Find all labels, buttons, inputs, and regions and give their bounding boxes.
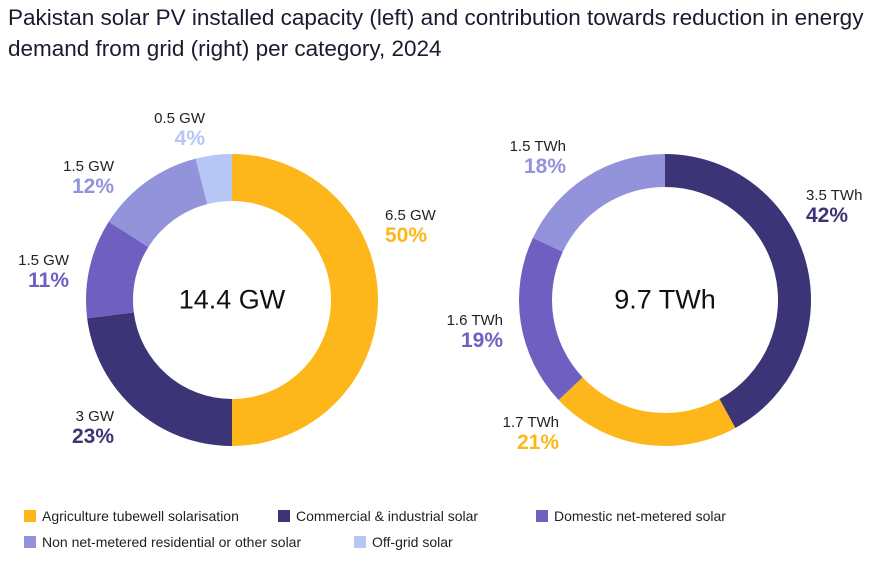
label-left-domestic: 1.5 GW 11%	[18, 253, 69, 291]
donut-slice-agriculture-tubewell-solarisation	[558, 377, 736, 446]
percent-label: 12%	[71, 175, 114, 198]
donut-slice-commercial-industrial-solar	[665, 154, 811, 428]
legend-swatch	[278, 510, 290, 522]
right-center-label: 9.7 TWh	[614, 284, 716, 315]
value-label: 3 GW	[75, 408, 114, 425]
percent-label: 23%	[71, 425, 114, 448]
label-right-non-net: 1.5 TWh 18%	[510, 139, 566, 177]
label-right-domestic: 1.6 TWh 19%	[447, 313, 503, 351]
donut-slice-commercial-industrial-solar	[87, 312, 233, 446]
value-label: 1.7 TWh	[502, 414, 559, 431]
donut-slice-off-grid-solar	[195, 154, 232, 205]
percent-label: 21%	[516, 431, 559, 454]
donut-slice-agriculture-tubewell-solarisation	[232, 154, 378, 446]
percent-label: 11%	[28, 269, 69, 292]
legend-swatch	[24, 510, 36, 522]
percent-label: 42%	[806, 204, 849, 227]
value-label: 3.5 TWh	[806, 187, 863, 204]
legend-label: Non net-metered residential or other sol…	[42, 534, 302, 550]
legend-item-domestic: Domestic net-metered solar	[536, 508, 726, 524]
legend-item-commercial: Commercial & industrial solar	[278, 508, 478, 524]
legend-swatch	[536, 510, 548, 522]
percent-label: 50%	[385, 224, 428, 247]
value-label: 1.5 GW	[63, 158, 114, 175]
legend-swatch	[24, 536, 36, 548]
legend-label: Agriculture tubewell solarisation	[42, 508, 239, 524]
donut-slice-non-net-metered-residential-or-other-solar	[108, 158, 208, 247]
legend-swatch	[354, 536, 366, 548]
donut-slice-domestic-net-metered-solar	[518, 237, 583, 400]
donut-slice-non-net-metered-residential-or-other-solar	[532, 154, 665, 252]
legend-label: Off-grid solar	[372, 534, 453, 550]
value-label: 1.5 GW	[18, 252, 69, 269]
legend-item-agriculture: Agriculture tubewell solarisation	[24, 508, 239, 524]
chart-title: Pakistan solar PV installed capacity (le…	[8, 5, 864, 61]
percent-label: 19%	[460, 329, 503, 352]
value-label: 1.6 TWh	[446, 312, 503, 329]
label-left-offgrid: 0.5 GW 4%	[154, 111, 205, 149]
value-label: 0.5 GW	[154, 110, 205, 127]
donut-slice-domestic-net-metered-solar	[85, 221, 149, 319]
legend-item-non-net: Non net-metered residential or other sol…	[24, 534, 301, 550]
label-left-agriculture: 6.5 GW 50%	[385, 208, 437, 246]
value-label: 6.5 GW	[385, 207, 436, 224]
label-right-agriculture: 1.7 TWh 21%	[503, 415, 559, 453]
label-left-non-net: 1.5 GW 12%	[63, 159, 114, 197]
percent-label: 18%	[523, 155, 566, 178]
left-center-label: 14.4 GW	[178, 284, 286, 315]
percent-label: 4%	[174, 127, 205, 150]
label-left-commercial: 3 GW 23%	[72, 409, 114, 447]
legend-label: Commercial & industrial solar	[296, 508, 479, 524]
legend-item-offgrid: Off-grid solar	[354, 534, 453, 550]
value-label: 1.5 TWh	[509, 138, 566, 155]
label-right-commercial: 3.5 TWh 42%	[806, 188, 862, 226]
legend-label: Domestic net-metered solar	[554, 508, 726, 524]
